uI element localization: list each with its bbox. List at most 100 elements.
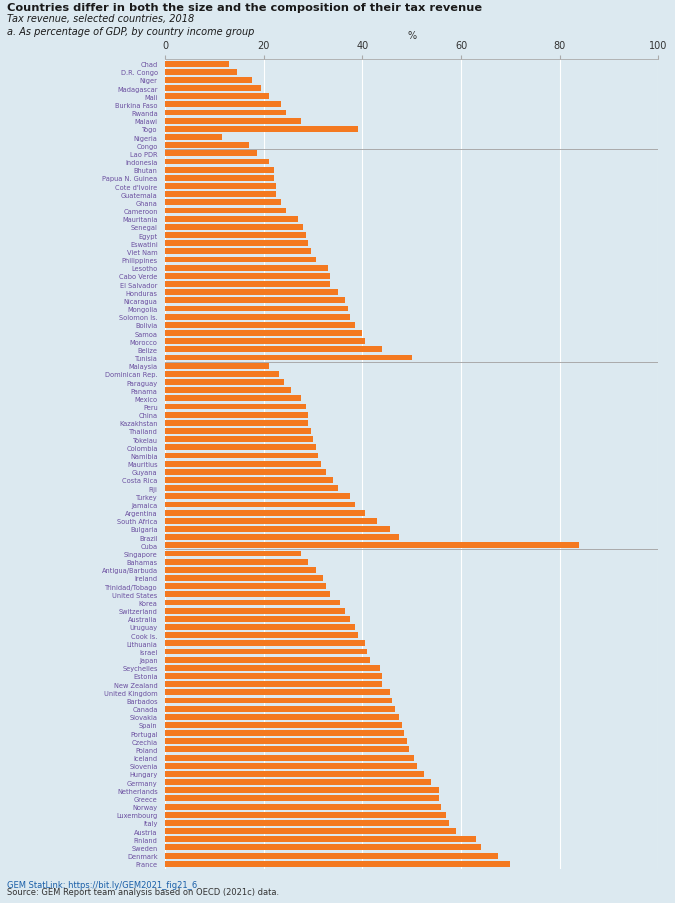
Bar bbox=[165, 94, 269, 100]
Bar bbox=[165, 674, 382, 679]
Bar bbox=[165, 478, 333, 483]
Bar bbox=[165, 347, 382, 353]
Bar bbox=[165, 755, 414, 760]
Bar bbox=[165, 70, 237, 76]
Bar bbox=[165, 526, 389, 533]
Bar bbox=[165, 543, 579, 549]
Bar bbox=[165, 796, 439, 802]
Bar bbox=[165, 233, 306, 238]
Bar bbox=[165, 624, 355, 630]
Bar bbox=[165, 86, 261, 92]
Bar bbox=[165, 282, 331, 288]
Bar bbox=[165, 176, 274, 182]
Bar bbox=[165, 657, 370, 663]
Text: GEM StatLink: https://bit.ly/GEM2021_fig21_6: GEM StatLink: https://bit.ly/GEM2021_fig… bbox=[7, 880, 197, 889]
Bar bbox=[165, 567, 316, 573]
Bar bbox=[165, 779, 431, 786]
Bar bbox=[165, 306, 348, 312]
Bar bbox=[165, 184, 276, 190]
Bar bbox=[165, 274, 331, 280]
Bar bbox=[165, 126, 358, 133]
Bar bbox=[165, 322, 355, 329]
Bar bbox=[165, 771, 424, 777]
Bar bbox=[165, 168, 274, 173]
Bar bbox=[165, 616, 350, 622]
Bar bbox=[165, 421, 308, 426]
Bar bbox=[165, 640, 365, 647]
Bar bbox=[165, 152, 256, 157]
Bar bbox=[165, 429, 310, 434]
Bar bbox=[165, 763, 416, 768]
Bar bbox=[165, 78, 252, 84]
Bar bbox=[165, 453, 318, 459]
Bar bbox=[165, 102, 281, 108]
Bar bbox=[165, 600, 340, 606]
Bar bbox=[165, 314, 350, 321]
Bar bbox=[165, 828, 456, 834]
Bar bbox=[165, 852, 498, 859]
Bar bbox=[165, 690, 389, 695]
X-axis label: %: % bbox=[407, 32, 416, 42]
Bar bbox=[165, 110, 286, 116]
Bar bbox=[165, 118, 301, 125]
Text: a. As percentage of GDP, by country income group: a. As percentage of GDP, by country inco… bbox=[7, 27, 254, 37]
Bar bbox=[165, 330, 362, 337]
Bar bbox=[165, 632, 358, 638]
Bar bbox=[165, 160, 269, 165]
Bar bbox=[165, 339, 365, 345]
Bar bbox=[165, 249, 310, 255]
Bar bbox=[165, 413, 308, 418]
Bar bbox=[165, 518, 377, 524]
Bar bbox=[165, 494, 350, 499]
Bar bbox=[165, 682, 382, 687]
Bar bbox=[165, 812, 446, 818]
Bar bbox=[165, 804, 441, 810]
Bar bbox=[165, 666, 380, 671]
Bar bbox=[165, 298, 345, 304]
Bar bbox=[165, 461, 321, 467]
Bar bbox=[165, 551, 301, 557]
Bar bbox=[165, 200, 281, 206]
Bar bbox=[165, 217, 298, 222]
Bar bbox=[165, 143, 249, 149]
Bar bbox=[165, 445, 316, 451]
Bar bbox=[165, 583, 325, 590]
Bar bbox=[165, 787, 439, 794]
Bar bbox=[165, 510, 365, 516]
Bar bbox=[165, 379, 284, 386]
Bar bbox=[165, 470, 325, 475]
Bar bbox=[165, 559, 308, 565]
Bar bbox=[165, 535, 400, 541]
Text: Tax revenue, selected countries, 2018: Tax revenue, selected countries, 2018 bbox=[7, 14, 194, 24]
Bar bbox=[165, 591, 331, 598]
Bar bbox=[165, 405, 306, 410]
Text: Countries differ in both the size and the composition of their tax revenue: Countries differ in both the size and th… bbox=[7, 3, 482, 13]
Bar bbox=[165, 192, 276, 198]
Bar bbox=[165, 135, 222, 141]
Bar bbox=[165, 648, 367, 655]
Bar bbox=[165, 265, 328, 271]
Bar bbox=[165, 698, 392, 703]
Bar bbox=[165, 437, 313, 442]
Bar bbox=[165, 502, 355, 507]
Bar bbox=[165, 241, 308, 247]
Bar bbox=[165, 486, 338, 491]
Bar bbox=[165, 844, 481, 851]
Bar bbox=[165, 820, 449, 826]
Bar bbox=[165, 731, 404, 736]
Bar bbox=[165, 61, 230, 68]
Bar bbox=[165, 861, 510, 867]
Bar bbox=[165, 257, 316, 263]
Text: Source: GEM Report team analysis based on OECD (2021c) data.: Source: GEM Report team analysis based o… bbox=[7, 887, 279, 896]
Bar bbox=[165, 371, 279, 377]
Bar bbox=[165, 225, 303, 230]
Bar bbox=[165, 355, 412, 361]
Bar bbox=[165, 714, 400, 720]
Bar bbox=[165, 387, 291, 394]
Bar bbox=[165, 290, 338, 296]
Bar bbox=[165, 363, 269, 369]
Bar bbox=[165, 608, 345, 614]
Bar bbox=[165, 706, 394, 712]
Bar bbox=[165, 836, 476, 842]
Bar bbox=[165, 575, 323, 582]
